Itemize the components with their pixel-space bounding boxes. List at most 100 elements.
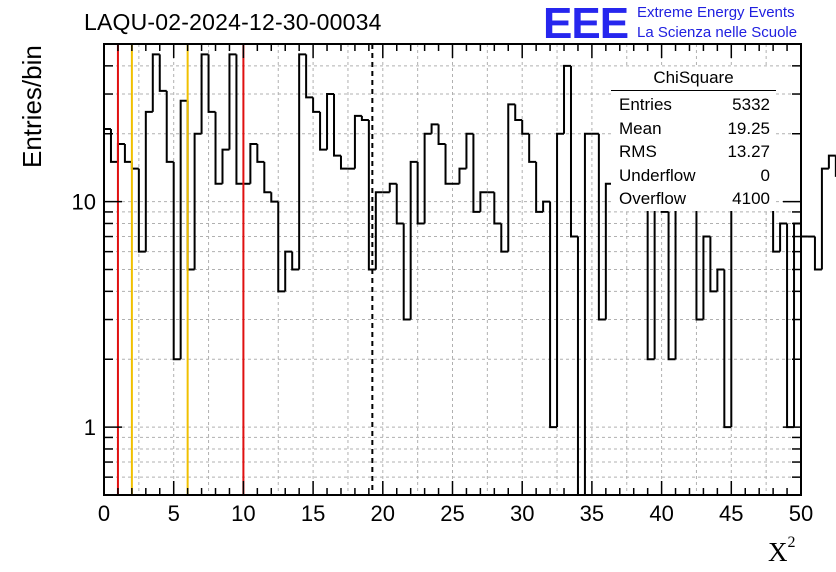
org-name-line2: La Scienza nelle Scuole [637, 24, 798, 41]
histogram-bin [786, 223, 795, 429]
x-tick-label: 10 [231, 501, 255, 526]
x-tick-label: 0 [98, 501, 110, 526]
histogram-bin [291, 251, 300, 271]
x-tick-label: 50 [789, 501, 813, 526]
histogram-bin [730, 191, 739, 428]
histogram-bin [813, 236, 822, 271]
stats-row-entries: Entries 5332 [611, 93, 776, 117]
histogram-bin [820, 167, 829, 270]
histogram-bin [793, 222, 801, 428]
histogram-bin [144, 110, 153, 252]
histogram-bin [430, 123, 439, 134]
stats-row-overflow: Overflow 4100 [611, 187, 776, 211]
histogram-bin [493, 192, 502, 225]
histogram-bin [214, 111, 223, 185]
histogram-bin [305, 54, 314, 99]
histogram-bin [597, 133, 606, 321]
histogram-bin [312, 97, 321, 113]
histogram-bin [723, 269, 732, 429]
stats-label: Underflow [619, 165, 696, 185]
stats-row-mean: Mean 19.25 [611, 117, 776, 141]
histogram-bin [500, 223, 509, 253]
x-tick-label: 15 [301, 501, 325, 526]
histogram-bin [228, 53, 237, 150]
y-tick-label: 10 [72, 190, 96, 215]
histogram-bin [479, 191, 488, 212]
x-tick-label: 35 [580, 501, 604, 526]
histogram-bin [604, 182, 613, 320]
histogram-bin [221, 148, 230, 184]
histogram-bin [800, 223, 808, 238]
eee-logo: EEE [543, 0, 629, 48]
stats-label: RMS [619, 142, 657, 161]
stats-label: Entries [619, 95, 672, 114]
histogram-bin [563, 64, 571, 134]
histogram-bin [116, 143, 125, 162]
histogram-bin [353, 114, 362, 169]
y-tick-label: 1 [84, 415, 96, 440]
stats-title: ChiSquare [611, 67, 776, 91]
histogram-bin [458, 167, 467, 184]
histogram-bin [249, 143, 258, 184]
histogram-bin [465, 132, 474, 169]
histogram-bin [716, 268, 725, 292]
histogram-bin [179, 99, 188, 360]
histogram-bin [263, 161, 272, 194]
histogram-bin [109, 128, 118, 163]
histogram-bin [360, 115, 369, 122]
histogram-bin [416, 161, 425, 225]
histogram-bin [646, 201, 655, 361]
histogram-bin [535, 161, 544, 213]
histogram-bin [507, 103, 516, 252]
histogram-bin [193, 132, 202, 270]
x-axis-label: X2 [768, 534, 796, 568]
stats-label: Mean [619, 118, 662, 138]
histogram-bin [270, 192, 279, 203]
x-tick-label: 5 [168, 501, 180, 526]
histogram-bin [165, 90, 174, 163]
histogram-bin [186, 100, 195, 271]
x-axis-label-base: X [768, 537, 788, 567]
histogram-bin [123, 144, 132, 163]
histogram-bin [695, 201, 704, 321]
histogram-bin [277, 201, 286, 293]
histogram-bin [395, 183, 404, 225]
histogram-bin [702, 235, 711, 320]
stats-value: 19.25 [727, 118, 770, 138]
histogram-bin [667, 211, 676, 361]
histogram-bin [284, 250, 293, 292]
histogram-bin [130, 161, 139, 170]
histogram-bin [472, 133, 481, 213]
x-axis-label-exponent: 2 [787, 534, 796, 551]
histogram-bin [772, 201, 781, 253]
histogram-bin [137, 168, 146, 253]
histogram-bin [256, 144, 265, 163]
histogram-bin [374, 191, 383, 270]
histogram-bin [709, 236, 718, 293]
histogram-bin [514, 104, 523, 122]
org-name-line1: Extreme Energy Events [637, 4, 795, 21]
histogram-bin [556, 132, 565, 428]
histogram-bin [298, 53, 307, 270]
y-axis-label: Entries/bin [17, 45, 47, 168]
x-tick-label: 45 [719, 501, 743, 526]
histogram-bin [388, 182, 397, 193]
histogram-bin [367, 120, 376, 271]
x-tick-label: 30 [510, 501, 534, 526]
histogram-bin [207, 54, 216, 113]
stats-value: 13.27 [727, 142, 770, 161]
histogram-bin [326, 93, 335, 150]
stats-box: ChiSquare Entries 5332 Mean 19.25 RMS 13.27… [611, 67, 776, 211]
histogram-bin [576, 236, 585, 496]
histogram-bin [549, 201, 558, 429]
stats-row-underflow: Underflow 0 [611, 164, 776, 188]
stats-value: 4100 [732, 189, 770, 208]
stats-value: 5332 [732, 95, 770, 114]
x-tick-label: 20 [371, 501, 395, 526]
stats-row-rms: RMS 13.27 [611, 140, 776, 164]
histogram-bin [542, 200, 551, 212]
histogram-bin [569, 65, 578, 238]
histogram-bin [444, 144, 453, 185]
histogram-bin [200, 53, 209, 134]
